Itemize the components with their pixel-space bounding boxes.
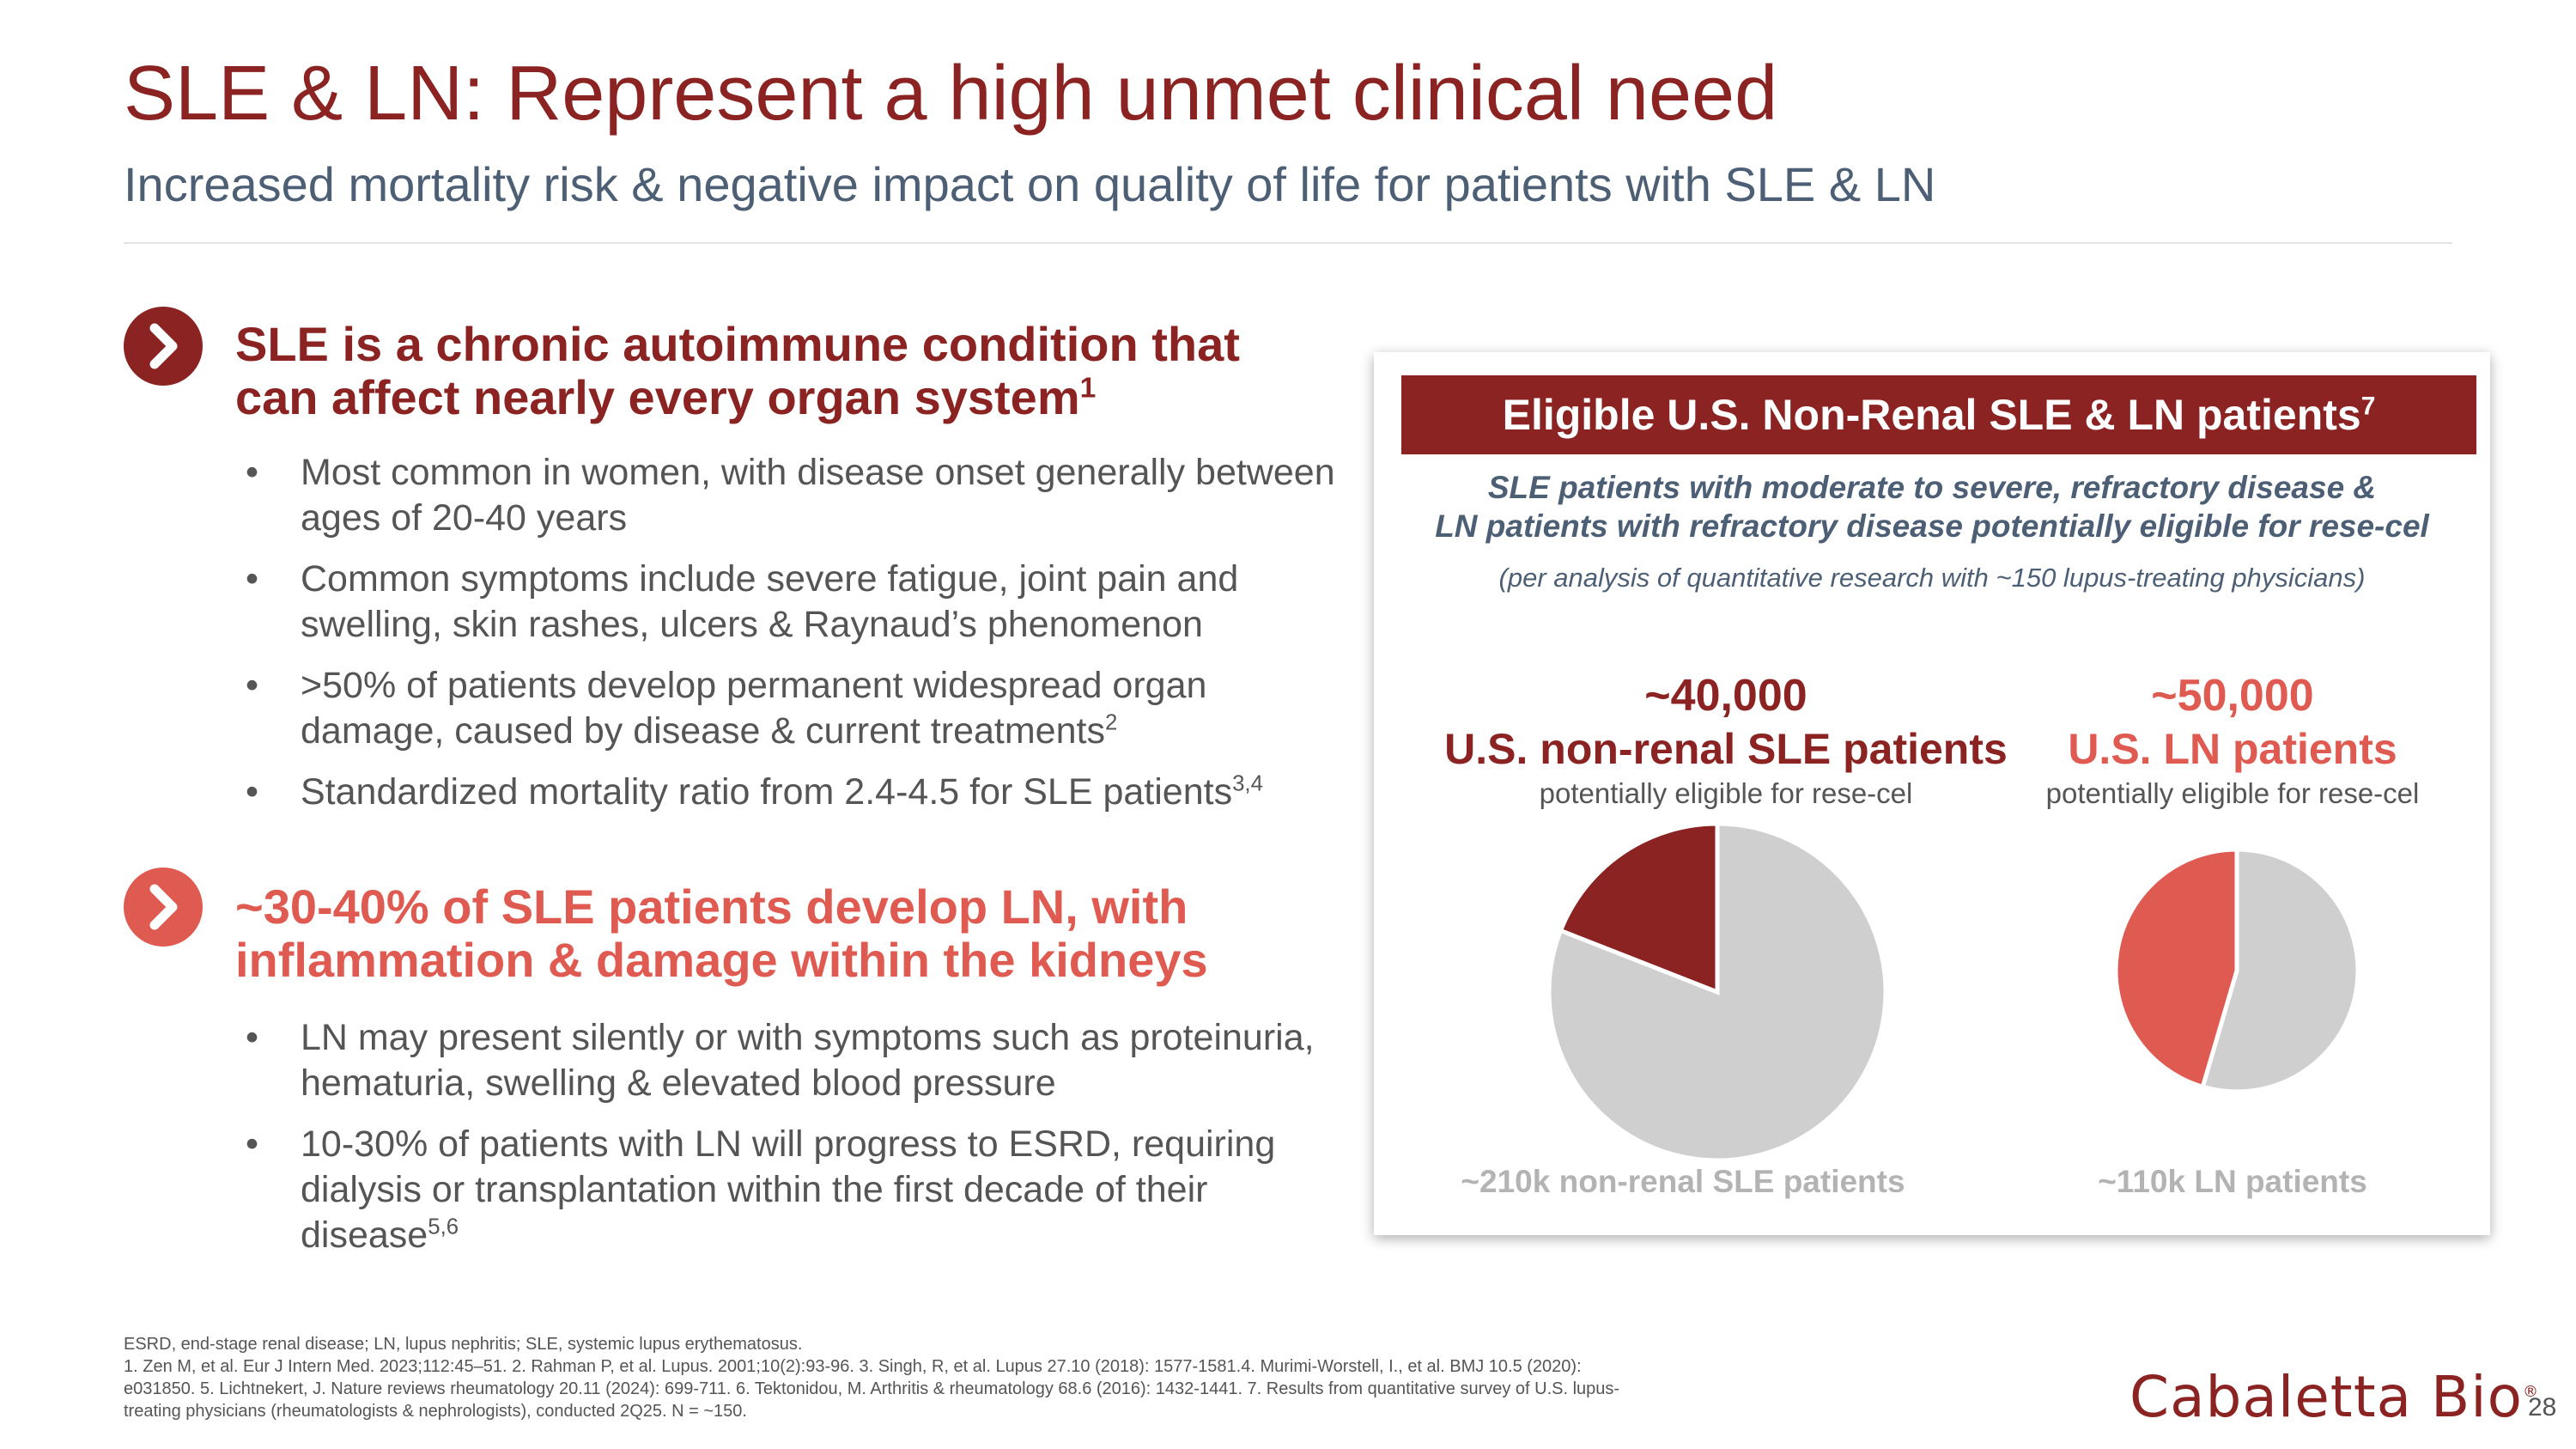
section1-heading-line1: SLE is a chronic autoimmune condition th…	[235, 317, 1240, 371]
pie-chart-sle	[1546, 821, 1888, 1163]
page-number: 28	[2528, 1393, 2557, 1422]
footnote-ref: 3,4	[1232, 771, 1263, 796]
stat-sle-sublabel: potentially eligible for rese-cel	[1539, 777, 1913, 809]
footnote-ref: 5,6	[428, 1215, 459, 1239]
stat-ln-label: U.S. LN patients	[2068, 725, 2397, 773]
banner-ref: 7	[2360, 392, 2376, 421]
ln-pie-slice-eligible	[2113, 847, 2239, 1090]
header-divider	[124, 242, 2452, 244]
panel-subtitle-line2: LN patients with refractory disease pote…	[1435, 508, 2429, 544]
eligibility-panel	[1374, 352, 2490, 1235]
list-item: LN may present silently or with symptoms…	[246, 1015, 1353, 1106]
total-ln-label: ~110k LN patients	[2098, 1164, 2367, 1199]
panel-subtitle-line1: SLE patients with moderate to severe, re…	[1487, 470, 2377, 505]
list-item: Common symptoms include severe fatigue, …	[246, 557, 1353, 648]
pie-chart-ln	[2113, 847, 2360, 1094]
stat-ln-sublabel: potentially eligible for rese-cel	[2045, 777, 2420, 809]
stat-sle-label: U.S. non-renal SLE patients	[1444, 725, 2008, 773]
footnote-refs-2: e031850. 5. Lichtnekert, J. Nature revie…	[124, 1379, 1620, 1398]
section2-heading-line1: ~30-40% of SLE patients develop LN, with	[235, 880, 1188, 934]
list-item: >50% of patients develop permanent wides…	[246, 663, 1353, 754]
section1-heading-line2: can affect nearly every organ system	[235, 370, 1080, 424]
chevron-right-icon	[124, 868, 203, 947]
list-item: Standardized mortality ratio from 2.4-4.…	[246, 770, 1353, 815]
registered-mark: ®	[2522, 1383, 2539, 1401]
section2-heading-line2: inflammation & damage within the kidneys	[235, 933, 1208, 987]
footnote-refs-3: treating physicians (rheumatologists & n…	[124, 1402, 747, 1421]
footnote-refs-1: 1. Zen M, et al. Eur J Intern Med. 2023;…	[124, 1357, 1582, 1376]
company-logo: Cabaletta Bio®	[2129, 1364, 2539, 1430]
section1-heading-ref: 1	[1079, 372, 1097, 405]
list-item: Most common in women, with disease onset…	[246, 450, 1353, 541]
page-subtitle: Increased mortality risk & negative impa…	[124, 157, 1936, 211]
list-item: 10-30% of patients with LN will progress…	[246, 1122, 1353, 1258]
page-title: SLE & LN: Represent a high unmet clinica…	[124, 51, 1778, 137]
panel-note: (per analysis of quantitative research w…	[1498, 563, 2366, 593]
stat-ln-number: ~50,000	[2151, 671, 2314, 721]
stat-sle-number: ~40,000	[1644, 671, 1807, 721]
chevron-right-icon	[124, 307, 203, 386]
section1-heading: SLE is a chronic autoimmune condition th…	[235, 318, 1352, 424]
section2-heading: ~30-40% of SLE patients develop LN, with…	[235, 880, 1352, 987]
footnote-ref: 2	[1104, 710, 1118, 735]
section2-bullet-list: LN may present silently or with symptoms…	[246, 1015, 1353, 1274]
footnote-abbreviations: ESRD, end-stage renal disease; LN, lupus…	[124, 1335, 803, 1354]
total-sle-label: ~210k non-renal SLE patients	[1461, 1164, 1905, 1199]
section1-bullet-list: Most common in women, with disease onset…	[246, 450, 1353, 831]
panel-banner: Eligible U.S. Non-Renal SLE & LN patient…	[1401, 375, 2476, 454]
sle-pie-slice-eligible	[1558, 821, 1720, 995]
ln-pie-slice-remaining	[2200, 847, 2360, 1094]
